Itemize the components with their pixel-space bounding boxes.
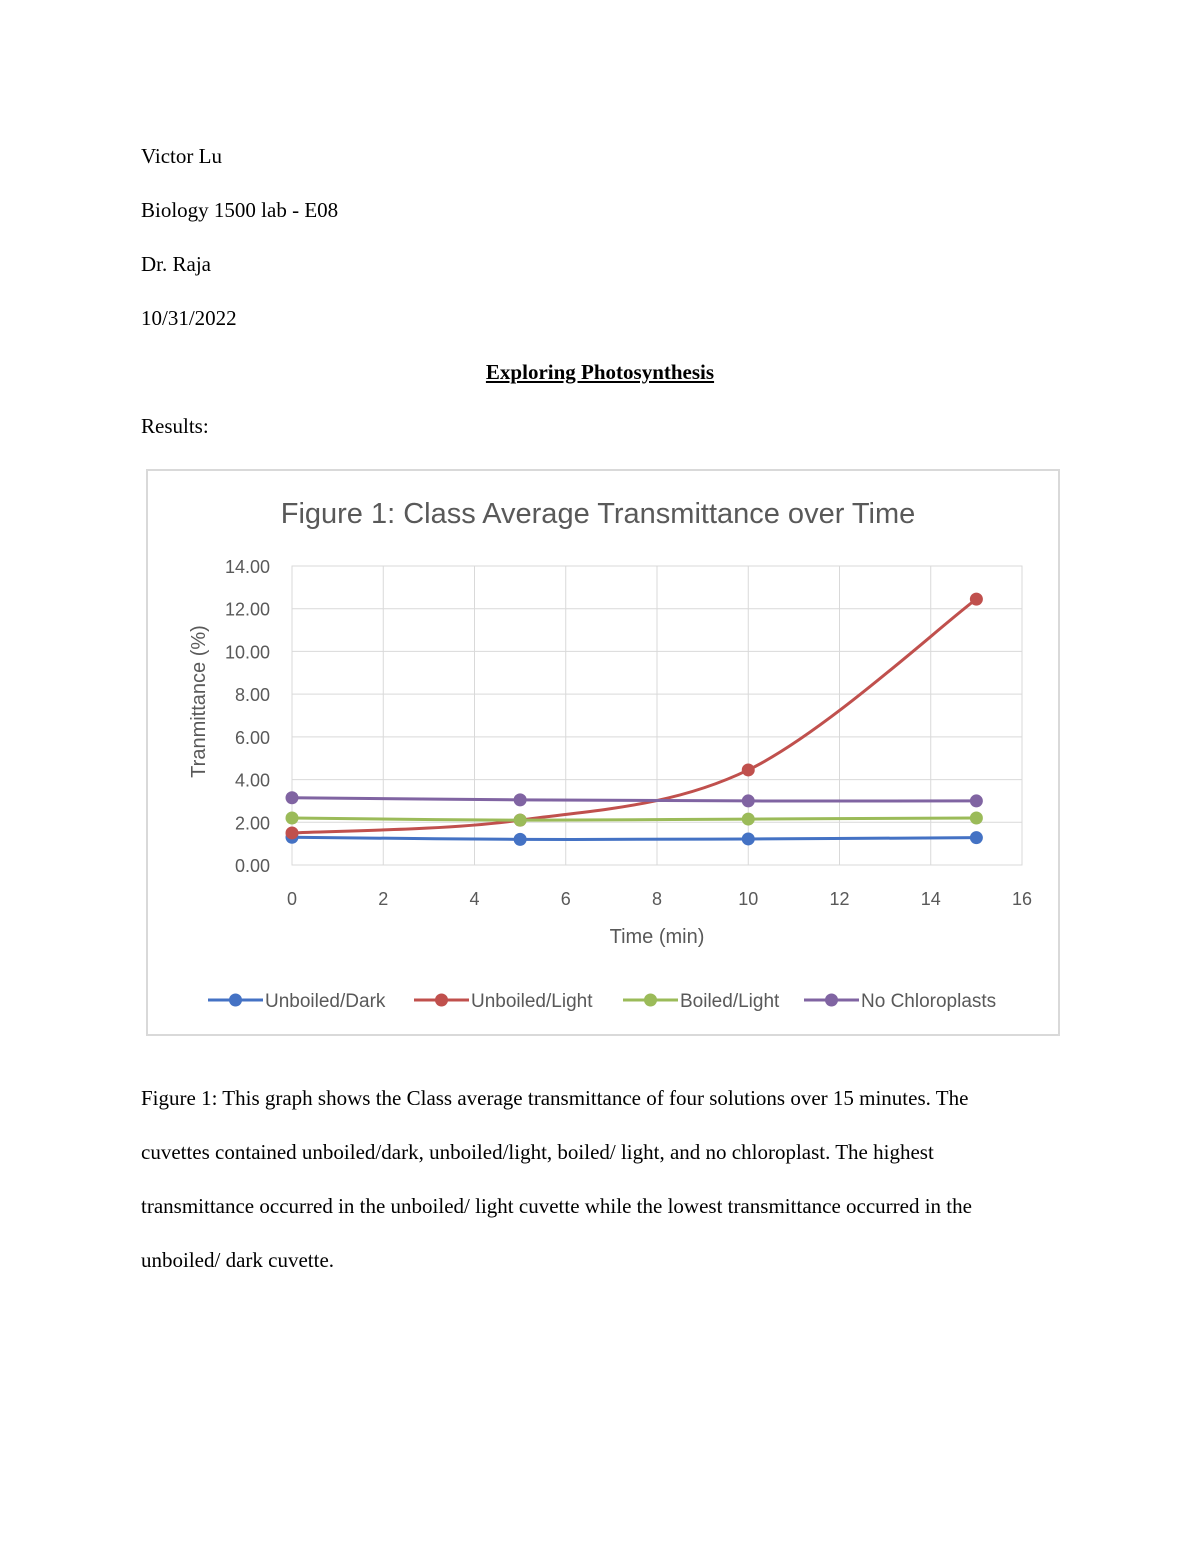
caption-text: Figure 1: This graph shows the Class ave… (141, 1086, 972, 1272)
data-point-unboiled-dark (969, 831, 983, 845)
x-tick-label: 0 (287, 889, 297, 909)
series-line-no-chloroplasts (291, 796, 977, 803)
data-point-unboiled-light (969, 592, 983, 606)
chart-frame: 0 2 4 6 8 10 12 14 16 0.00 2.00 4.00 6.00 8.00 10.00 12… (146, 469, 1060, 1036)
x-tick-label: 6 (561, 889, 571, 909)
course-name: Biology 1500 lab - E08 (141, 198, 339, 222)
y-tick-label: 4.00 (235, 771, 270, 791)
legend-label-unboiled-light: Unboiled/Light (471, 991, 593, 1012)
series-line-unboiled-light (291, 597, 978, 835)
x-tick-label: 14 (921, 889, 941, 909)
data-point-boiled-light (969, 811, 983, 825)
y-tick-label: 8.00 (235, 685, 270, 705)
data-point-no-chloroplasts (969, 794, 983, 808)
legend-marker-unboiled-dark (229, 993, 242, 1007)
series-line-boiled-light (291, 816, 977, 822)
data-point-no-chloroplasts (741, 794, 755, 808)
x-tick-label: 8 (652, 889, 662, 909)
data-point-no-chloroplasts (513, 793, 527, 807)
x-axis-title: Time (min) (610, 926, 705, 948)
y-tick-label: 2.00 (235, 813, 270, 833)
transmittance-chart: 0 2 4 6 8 10 12 14 16 0.00 2.00 4.00 6.00 8.00 10.00 12… (188, 498, 1032, 1012)
document-title: Exploring Photosynthesis (485, 360, 715, 384)
y-tick-label: 0.00 (235, 856, 270, 876)
data-point-no-chloroplasts (285, 791, 299, 805)
data-point-unboiled-dark (513, 832, 527, 846)
legend-marker-no-chloroplasts (825, 993, 838, 1007)
x-tick-label: 2 (378, 889, 388, 909)
y-tick-label: 6.00 (235, 728, 270, 748)
legend-marker-boiled-light (644, 993, 657, 1007)
x-tick-label: 10 (738, 889, 758, 909)
legend-label-boiled-light: Boiled/Light (680, 991, 780, 1012)
data-point-boiled-light (513, 813, 527, 827)
legend-marker-unboiled-light (435, 993, 448, 1007)
figure-caption: Figure 1: This graph shows the Class ave… (141, 1071, 1041, 1287)
y-tick-label: 10.00 (225, 642, 270, 662)
data-point-unboiled-light (741, 763, 755, 777)
series-line-unboiled-dark (291, 835, 977, 841)
document-date: 10/31/2022 (141, 306, 237, 330)
results-heading: Results: (141, 414, 209, 438)
legend-label-no-chloroplasts: No Chloroplasts (861, 991, 996, 1012)
author-name: Victor Lu (141, 144, 222, 168)
y-tick-label: 12.00 (225, 600, 270, 620)
data-point-boiled-light (741, 812, 755, 826)
instructor-name: Dr. Raja (141, 252, 211, 276)
x-tick-label: 4 (469, 889, 479, 909)
x-tick-label: 16 (1012, 889, 1032, 909)
data-point-unboiled-dark (741, 832, 755, 846)
data-point-boiled-light (285, 811, 299, 825)
y-axis-title: Tranmittance (%) (188, 625, 210, 778)
x-tick-label: 12 (829, 889, 849, 909)
legend-label-unboiled-dark: Unboiled/Dark (265, 991, 386, 1012)
y-tick-label: 14.00 (225, 557, 270, 577)
chart-title: Figure 1: Class Average Transmittance ov… (281, 498, 916, 530)
data-point-unboiled-light (285, 826, 299, 840)
